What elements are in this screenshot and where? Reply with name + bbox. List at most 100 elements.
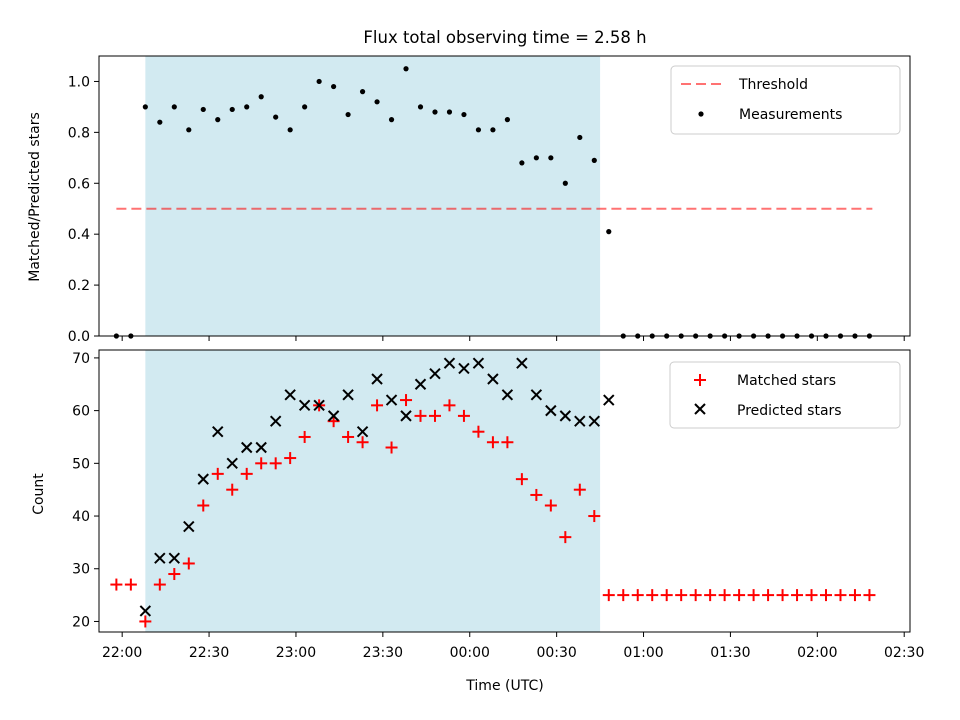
matched-star-point bbox=[863, 589, 876, 602]
ratio-y-axis-label: Matched/Predicted stars bbox=[27, 112, 43, 282]
matched-star-point bbox=[704, 589, 717, 602]
y-tick-label: 0.4 bbox=[68, 227, 90, 243]
matched-star-point bbox=[733, 589, 746, 602]
measurement-point bbox=[359, 89, 366, 95]
predicted-star-point bbox=[313, 399, 325, 412]
x-axis-ticks: 22:00 22:30 23:00 23:30 00:00 00:30 01:00 01:30… bbox=[102, 632, 924, 661]
x-tick-label: 23:30 bbox=[363, 645, 403, 661]
x-tick-label: 22:30 bbox=[189, 645, 229, 661]
measurement-point bbox=[577, 134, 583, 141]
matched-star-point bbox=[284, 452, 297, 465]
matched-star-point bbox=[153, 578, 166, 591]
measurement-point bbox=[331, 83, 337, 90]
predicted-star-point bbox=[298, 399, 311, 412]
matched-star-point bbox=[834, 589, 847, 602]
y-axis-ticks: 20 30 40 50 60 70 bbox=[72, 351, 99, 630]
matched-star-point bbox=[848, 589, 861, 602]
measurement-point bbox=[461, 111, 467, 118]
matched-star-point bbox=[414, 409, 427, 422]
predicted-star-point bbox=[501, 389, 514, 401]
predicted-star-point bbox=[559, 410, 572, 422]
predicted-star-point bbox=[168, 552, 181, 564]
predicted-star-point bbox=[472, 357, 485, 369]
x-tick-label: 01:00 bbox=[623, 645, 663, 661]
predicted-star-point bbox=[458, 362, 470, 375]
predicted-star-point bbox=[530, 389, 543, 401]
matched-star-point bbox=[197, 499, 210, 512]
predicted-star-point bbox=[255, 441, 267, 454]
matched-star-point bbox=[762, 589, 775, 602]
ratio-legend-box bbox=[670, 65, 901, 135]
matched-star-point bbox=[660, 589, 673, 602]
y-tick-label: 40 bbox=[72, 509, 90, 525]
count-legend: Matched stars Predicted stars bbox=[669, 361, 901, 429]
predicted-star-point bbox=[588, 415, 600, 427]
predicted-stars-points bbox=[139, 357, 615, 617]
measurement-point bbox=[490, 127, 496, 133]
predicted-legend-swatch bbox=[694, 403, 706, 415]
y-tick-label: 0.6 bbox=[68, 176, 90, 192]
measurement-point bbox=[475, 127, 482, 133]
predicted-star-point bbox=[327, 410, 340, 422]
measurement-point bbox=[142, 104, 148, 110]
measurement-point bbox=[316, 78, 322, 85]
y-tick-label: 0.8 bbox=[68, 125, 90, 141]
ratio-plot-frame bbox=[98, 55, 911, 337]
threshold-legend-label: Threshold bbox=[738, 77, 808, 93]
matched-star-point bbox=[255, 457, 268, 470]
predicted-star-point bbox=[241, 441, 253, 454]
matched-star-point bbox=[776, 589, 789, 602]
matched-star-point bbox=[356, 436, 369, 449]
measurement-point bbox=[432, 109, 438, 115]
predicted-star-point bbox=[139, 605, 152, 617]
matched-star-point bbox=[240, 467, 253, 480]
matched-star-point bbox=[573, 483, 586, 496]
x-axis-label: Time (UTC) bbox=[465, 678, 543, 694]
predicted-star-point bbox=[545, 404, 557, 417]
matched-star-point bbox=[515, 473, 528, 486]
x-tick-label: 22:00 bbox=[102, 645, 142, 661]
matched-star-point bbox=[400, 394, 413, 407]
predicted-star-point bbox=[154, 552, 166, 564]
predicted-star-point bbox=[212, 425, 224, 438]
x-tick-label: 01:30 bbox=[710, 645, 750, 661]
matched-star-point bbox=[269, 457, 282, 470]
matched-star-point bbox=[110, 578, 123, 591]
measurement-point bbox=[200, 106, 206, 113]
matched-star-point bbox=[385, 441, 398, 454]
measurement-point bbox=[591, 157, 597, 163]
measurement-point bbox=[273, 114, 279, 120]
x-tick-label: 23:00 bbox=[276, 645, 316, 661]
measurement-point bbox=[533, 155, 539, 161]
measurements-legend-swatch bbox=[698, 111, 704, 117]
ratio-legend: Threshold Measurements bbox=[670, 65, 901, 135]
y-tick-label: 70 bbox=[72, 351, 90, 367]
matched-star-point bbox=[428, 409, 441, 422]
predicted-star-point bbox=[269, 415, 282, 427]
predicted-star-point bbox=[183, 520, 195, 533]
measurement-point bbox=[388, 117, 395, 123]
y-tick-label: 20 bbox=[72, 614, 90, 630]
predicted-star-point bbox=[443, 357, 456, 369]
measurement-point bbox=[157, 119, 163, 125]
count-y-axis-label: Count bbox=[31, 473, 47, 515]
matched-star-point bbox=[544, 499, 557, 512]
matched-star-point bbox=[472, 425, 485, 438]
measurement-point bbox=[258, 94, 264, 100]
y-tick-label: 1.0 bbox=[68, 74, 90, 90]
x-tick-label: 02:30 bbox=[884, 645, 924, 661]
matched-star-point bbox=[501, 436, 514, 449]
matched-star-point bbox=[631, 589, 644, 602]
matched-star-point bbox=[602, 589, 615, 602]
measurement-point bbox=[403, 66, 409, 72]
matched-star-point bbox=[486, 436, 499, 449]
count-panel: 20 30 40 50 60 70 22:00 22:30 23:00 23:30 00:00 00… bbox=[31, 349, 924, 694]
matched-star-point bbox=[226, 483, 239, 496]
matched-star-point bbox=[588, 510, 601, 523]
measurement-point bbox=[446, 109, 453, 115]
matched-legend-swatch bbox=[694, 374, 706, 386]
matched-stars-points bbox=[110, 394, 876, 628]
predicted-legend-label: Predicted stars bbox=[737, 403, 842, 419]
matched-star-point bbox=[530, 488, 543, 501]
